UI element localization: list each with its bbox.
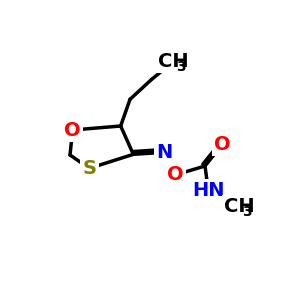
Text: N: N: [156, 143, 172, 162]
Text: O: O: [167, 166, 183, 184]
Text: 3: 3: [176, 60, 185, 74]
Text: CH: CH: [158, 52, 189, 71]
Text: CH: CH: [224, 197, 255, 216]
Text: S: S: [82, 159, 96, 178]
Text: 3: 3: [242, 205, 251, 219]
Text: HN: HN: [192, 181, 225, 200]
Text: O: O: [214, 134, 231, 154]
Text: O: O: [64, 121, 81, 140]
